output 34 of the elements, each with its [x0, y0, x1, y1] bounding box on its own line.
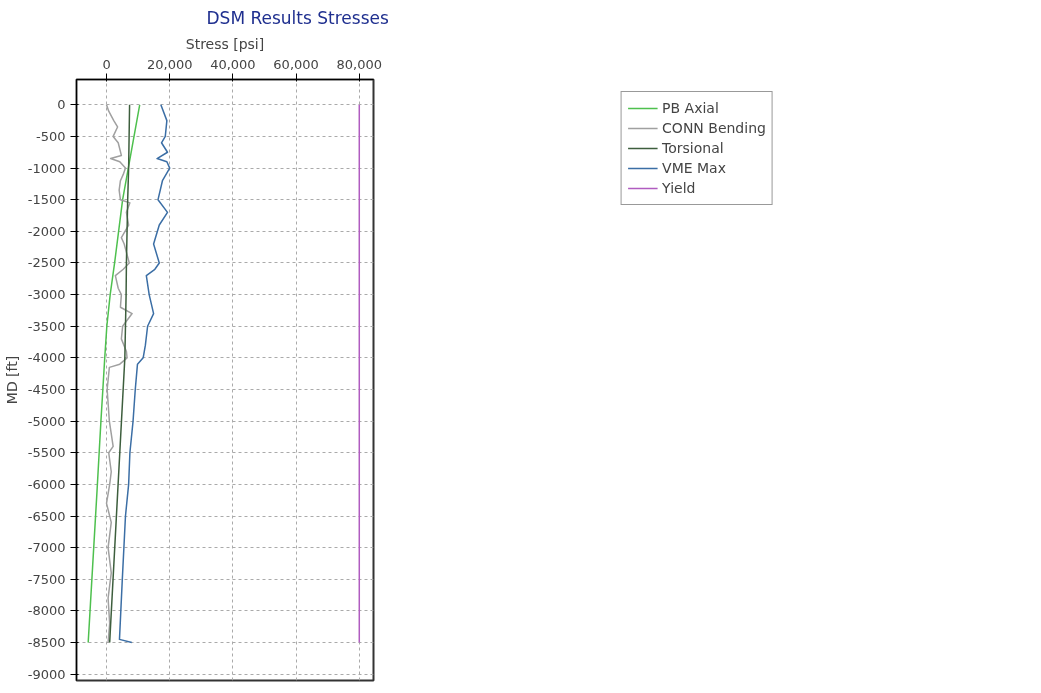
- y-tick-label: -9000: [27, 666, 66, 682]
- legend-label: VME Max: [662, 160, 726, 176]
- legend-label: Torsional: [662, 140, 724, 156]
- y-axis-title: MD [ft]: [3, 355, 20, 405]
- x-axis-title: Stress [psi]: [185, 35, 265, 52]
- y-tick-label: -3000: [27, 287, 66, 303]
- y-tick-label: -6500: [27, 508, 66, 524]
- y-tick-label: 0: [57, 97, 66, 113]
- y-tick-label: -2500: [27, 255, 66, 271]
- y-tick-label: -1500: [27, 192, 66, 208]
- x-tick-label: 0: [102, 56, 111, 72]
- line-series: [87, 104, 141, 644]
- x-tick-label: 40,000: [210, 56, 256, 72]
- y-tick-label: -8000: [27, 603, 66, 619]
- y-tick-label: -1000: [27, 160, 66, 176]
- x-tick-label: 20,000: [146, 56, 193, 72]
- y-tick-label: -6000: [27, 476, 66, 492]
- y-tick-label: -7500: [27, 571, 66, 587]
- y-tick-label: -5000: [27, 413, 66, 429]
- line-series: [118, 104, 171, 644]
- legend-label: Yield: [662, 180, 696, 196]
- y-tick-label: -2000: [27, 223, 66, 239]
- y-tick-label: -5500: [27, 445, 66, 461]
- chart-title: DSM Results Stresses: [206, 7, 389, 28]
- legend-label: CONN Bending: [662, 120, 766, 136]
- y-tick-label: -4000: [27, 350, 66, 366]
- y-tick-label: -8500: [27, 635, 66, 651]
- legend-label: PB Axial: [662, 100, 719, 116]
- y-tick-label: -4500: [27, 381, 66, 397]
- x-tick-label: 80,000: [336, 56, 383, 72]
- y-tick-label: -3500: [27, 318, 66, 334]
- x-tick-label: 60,000: [273, 56, 319, 72]
- y-tick-label: -7000: [27, 540, 66, 556]
- y-tick-label: -500: [36, 128, 66, 144]
